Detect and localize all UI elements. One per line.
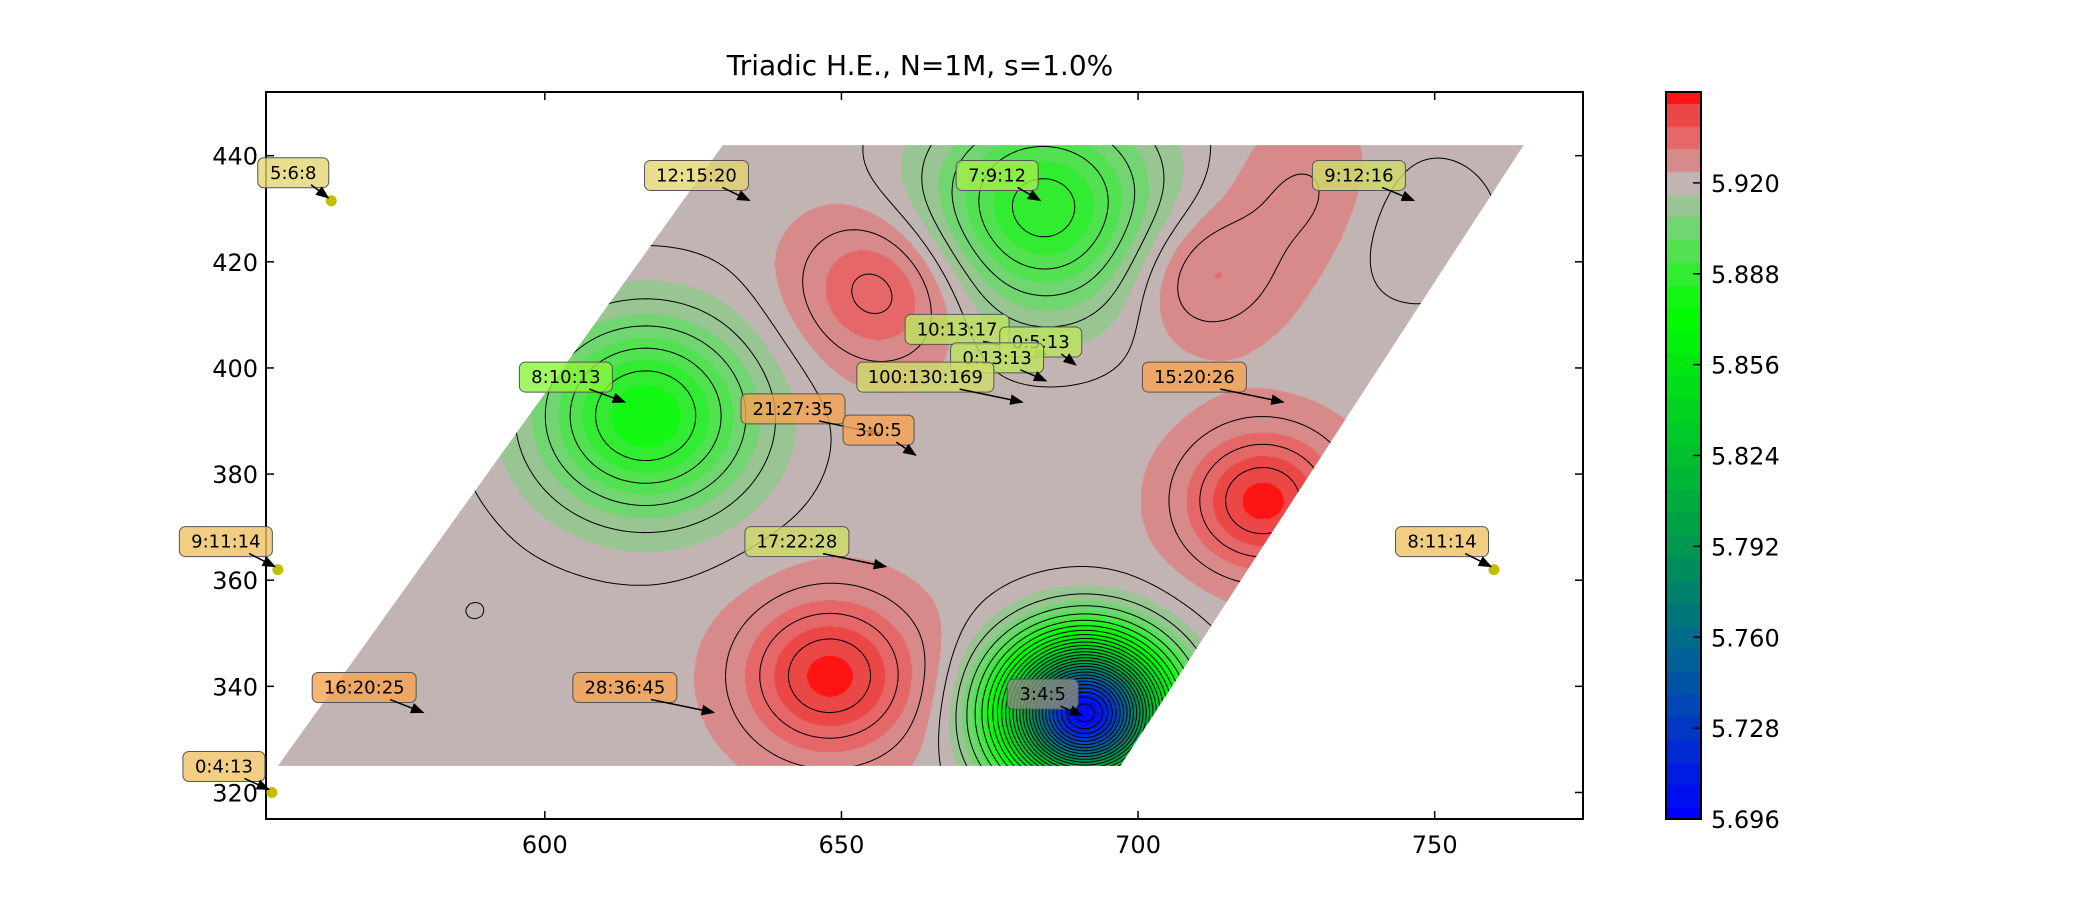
colorbar-tick-label: 5.792 <box>1711 533 1780 561</box>
x-tick-label: 650 <box>819 831 865 859</box>
annotation-label: 5:6:8 <box>270 163 317 184</box>
annotation: 3:0:5 <box>842 414 917 456</box>
annotation: 17:22:28 <box>744 526 888 570</box>
annotation-box <box>740 393 846 425</box>
annotation-label: 8:11:14 <box>1407 532 1476 553</box>
annotation-arrow <box>1060 353 1077 366</box>
annotation-arrow <box>244 777 271 791</box>
annotation-label: 28:36:45 <box>584 678 665 699</box>
annotation-arrow <box>1017 186 1042 202</box>
annotation: 9:12:16 <box>1311 159 1416 202</box>
colorbar-tick-label: 5.888 <box>1711 261 1780 289</box>
colorbar-tick-label: 5.856 <box>1711 352 1780 380</box>
annotation-label: 100:130:169 <box>868 367 983 388</box>
annotation: 3:4:5 <box>1006 678 1083 716</box>
y-tick-label: 440 <box>212 143 258 171</box>
annotation-label: 3:0:5 <box>855 420 902 441</box>
annotation-box <box>842 414 915 446</box>
y-tick-label: 340 <box>212 673 258 701</box>
annotation-label: 10:13:17 <box>917 319 998 340</box>
annotation-arrow <box>959 388 1024 405</box>
annotation: 28:36:45 <box>572 672 716 716</box>
annotation: 0:4:13 <box>182 750 278 798</box>
annotation: 16:20:25 <box>311 672 425 714</box>
annotation-label: 0:4:13 <box>195 756 253 777</box>
x-tick-label: 600 <box>522 831 568 859</box>
colorbar-tick-label: 5.696 <box>1711 806 1780 834</box>
annotation-arrow <box>650 698 716 716</box>
x-tick-label: 700 <box>1115 831 1161 859</box>
annotation-arrow <box>588 388 627 404</box>
annotation-box <box>856 361 995 393</box>
annotation-label: 17:22:28 <box>756 532 837 553</box>
annotation-box <box>178 526 273 558</box>
annotation-label: 21:27:35 <box>753 399 834 420</box>
annotation: 7:9:12 <box>955 159 1042 202</box>
annotation: 8:10:13 <box>518 361 627 404</box>
x-tick-label: 750 <box>1412 831 1458 859</box>
plot-area <box>277 145 1524 766</box>
annotation-box <box>311 672 417 704</box>
y-tick-label: 360 <box>212 567 258 595</box>
annotation-label: 8:10:13 <box>531 367 600 388</box>
annotation: 12:15:20 <box>643 159 751 202</box>
annotation-label: 9:12:16 <box>1324 165 1393 186</box>
colorbar-tick-label: 5.824 <box>1711 443 1780 471</box>
annotation-box <box>643 159 749 191</box>
annotation-label: 15:20:26 <box>1154 367 1235 388</box>
annotation-box <box>572 672 678 704</box>
annotation-arrow <box>822 552 888 570</box>
annotation-box <box>257 157 330 189</box>
annotation: 5:6:8 <box>257 157 337 207</box>
annotation-arrow <box>895 441 917 456</box>
chart-title: Triadic H.E., N=1M, s=1.0% <box>726 49 1114 82</box>
annotation-box <box>518 361 613 393</box>
annotation-arrow <box>1020 369 1048 382</box>
annotation-arrow <box>389 698 425 714</box>
annotation-label: 16:20:25 <box>324 678 405 699</box>
y-tick-label: 400 <box>212 355 258 383</box>
annotation-box <box>955 159 1039 191</box>
annotation-arrow <box>1060 705 1083 716</box>
annotation: 100:130:169 <box>856 361 1024 405</box>
annotation-arrow <box>1381 186 1416 202</box>
annotation-arrow <box>1220 388 1285 405</box>
annotation-label: 12:15:20 <box>656 165 737 186</box>
y-axis-ticks: 320 340 360 380 400 420 440 <box>212 143 1583 807</box>
annotation-label: 3:4:5 <box>1019 684 1066 705</box>
y-tick-label: 380 <box>212 461 258 489</box>
colorbar-tick-label: 5.920 <box>1711 170 1780 198</box>
annotation-box <box>1141 361 1247 393</box>
annotation-box <box>744 526 850 558</box>
annotation-label: 9:11:14 <box>191 532 260 553</box>
colorbar-tick-label: 5.728 <box>1711 715 1780 743</box>
annotation-box <box>1395 526 1490 558</box>
annotation: 9:11:14 <box>178 526 284 576</box>
x-axis-ticks: 600 650 700 750 <box>522 92 1458 859</box>
annotation-box <box>1006 678 1079 710</box>
colorbar-ticks: 5.696 5.728 5.760 5.792 5.824 5.856 5.888 5.920 <box>1693 170 1780 834</box>
annotations: 5:6:8 12:15:20 7:9:12 9:12:1610:13:170:5:13… <box>178 157 1500 798</box>
annotation: 8:11:14 <box>1395 526 1500 576</box>
annotation: 21:27:35 <box>740 393 882 437</box>
colorbar-tick-label: 5.760 <box>1711 624 1780 652</box>
y-tick-label: 320 <box>212 779 258 807</box>
axes-frame <box>265 91 1584 820</box>
annotation: 15:20:26 <box>1141 361 1285 405</box>
annotation-box <box>1311 159 1406 191</box>
annotation-arrow <box>248 552 277 568</box>
annotation-arrow <box>722 186 751 202</box>
annotation-label: 7:9:12 <box>968 165 1026 186</box>
y-tick-label: 420 <box>212 249 258 277</box>
annotation-arrow <box>1464 552 1493 568</box>
annotation-arrow <box>310 184 330 199</box>
annotation-box <box>182 750 266 782</box>
